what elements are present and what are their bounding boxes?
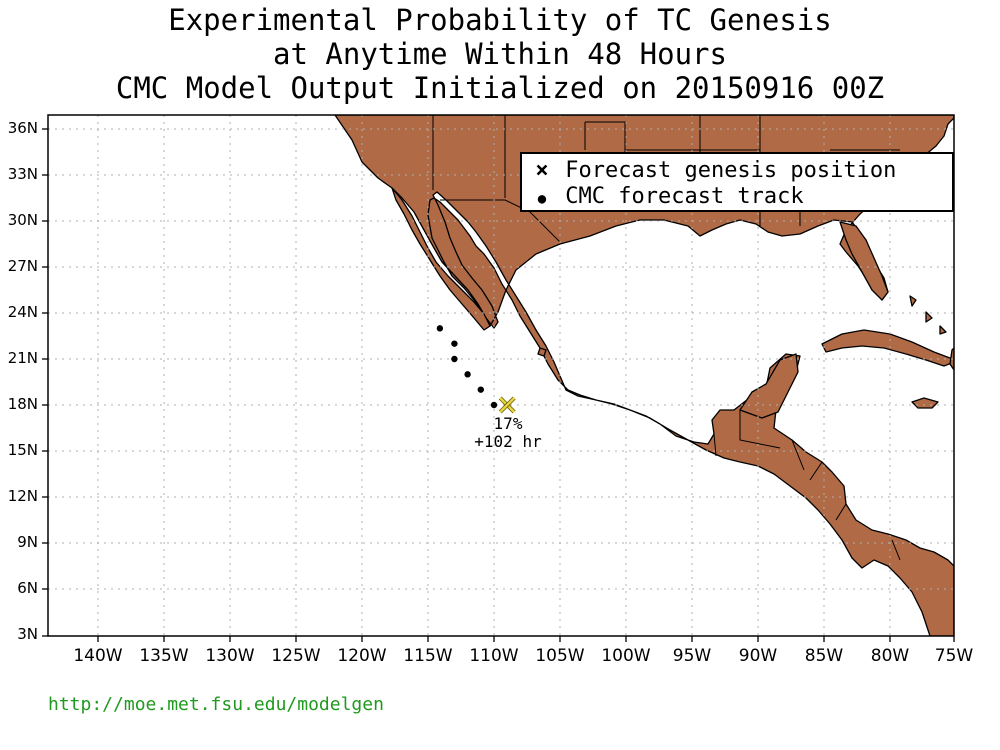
legend-label: CMC forecast track — [565, 184, 804, 209]
lon-label: 115W — [403, 646, 453, 666]
title-line-3: CMC Model Output Initialized on 20150916… — [115, 71, 885, 105]
track-point — [451, 340, 458, 347]
lon-label: 125W — [271, 646, 321, 666]
legend-item-genesis: × Forecast genesis position — [532, 158, 896, 183]
lat-label: 3N — [17, 625, 38, 643]
lon-label: 105W — [535, 646, 585, 666]
track-point — [477, 386, 484, 393]
lon-label: 95W — [672, 646, 712, 666]
track-point — [436, 325, 444, 332]
jamaica — [911, 397, 939, 409]
plot-frame — [47, 114, 955, 637]
lon-label: 80W — [870, 646, 910, 666]
north-america-landmass — [334, 115, 954, 636]
lat-label: 12N — [7, 487, 38, 505]
genesis-marker — [498, 396, 516, 414]
lat-label: 18N — [7, 395, 38, 413]
lon-label: 120W — [337, 646, 387, 666]
legend-item-track: ● CMC forecast track — [532, 184, 804, 209]
lat-label: 33N — [7, 165, 38, 183]
x-mark-icon: × — [535, 158, 549, 183]
lon-label: 135W — [139, 646, 189, 666]
forecast-track — [436, 325, 516, 414]
track-point — [464, 371, 471, 378]
lon-label: 85W — [804, 646, 844, 666]
lon-label: 100W — [601, 646, 651, 666]
track-point — [451, 355, 458, 363]
grid — [48, 115, 954, 636]
bahamas — [909, 295, 947, 335]
lat-label: 27N — [7, 257, 38, 275]
dot-icon: ● — [537, 191, 547, 207]
title-line-1: Experimental Probability of TC Genesis — [168, 3, 832, 37]
cuba — [821, 329, 954, 367]
lon-label: 90W — [738, 646, 778, 666]
lon-label: 140W — [73, 646, 123, 666]
yucatan — [739, 353, 799, 419]
island — [537, 347, 547, 357]
source-url-link[interactable]: http://moe.met.fsu.edu/modelgen — [48, 694, 384, 715]
lat-label: 6N — [17, 579, 38, 597]
lat-label: 21N — [7, 349, 38, 367]
lat-label: 9N — [17, 533, 38, 551]
genesis-lead-time: +102 hr — [474, 432, 542, 451]
genesis-probability: 17% — [493, 414, 523, 433]
lat-label: 15N — [7, 441, 38, 459]
lon-label: 110W — [469, 646, 519, 666]
baja-california — [391, 187, 491, 331]
legend-label: Forecast genesis position — [565, 158, 897, 183]
lon-label: 75W — [934, 646, 974, 666]
lat-label: 36N — [7, 119, 38, 137]
lat-label: 24N — [7, 303, 38, 321]
title-line-2: at Anytime Within 48 Hours — [273, 37, 727, 71]
lon-label: 130W — [205, 646, 255, 666]
lat-label: 30N — [7, 211, 38, 229]
florida — [839, 221, 889, 301]
legend: × Forecast genesis position ● CMC foreca… — [520, 152, 954, 212]
track-point — [490, 401, 498, 409]
